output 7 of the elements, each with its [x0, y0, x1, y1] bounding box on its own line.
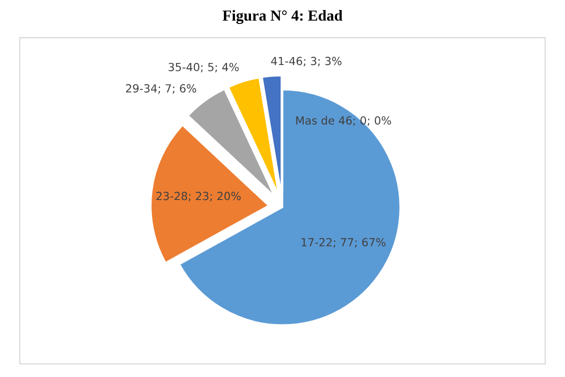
slice-label: 23-28; 23; 20% — [156, 192, 241, 202]
slice-label: 41-46; 3; 3% — [271, 56, 342, 66]
slice-label: 17-22; 77; 67% — [302, 238, 386, 248]
category-label: Mas de 46; 0; 0% — [296, 116, 392, 126]
slice-label: 35-40; 5; 4% — [168, 62, 239, 72]
chart-title: Figura N° 4: Edad — [222, 10, 342, 24]
slice-label: 29-34; 7; 6% — [126, 84, 196, 94]
